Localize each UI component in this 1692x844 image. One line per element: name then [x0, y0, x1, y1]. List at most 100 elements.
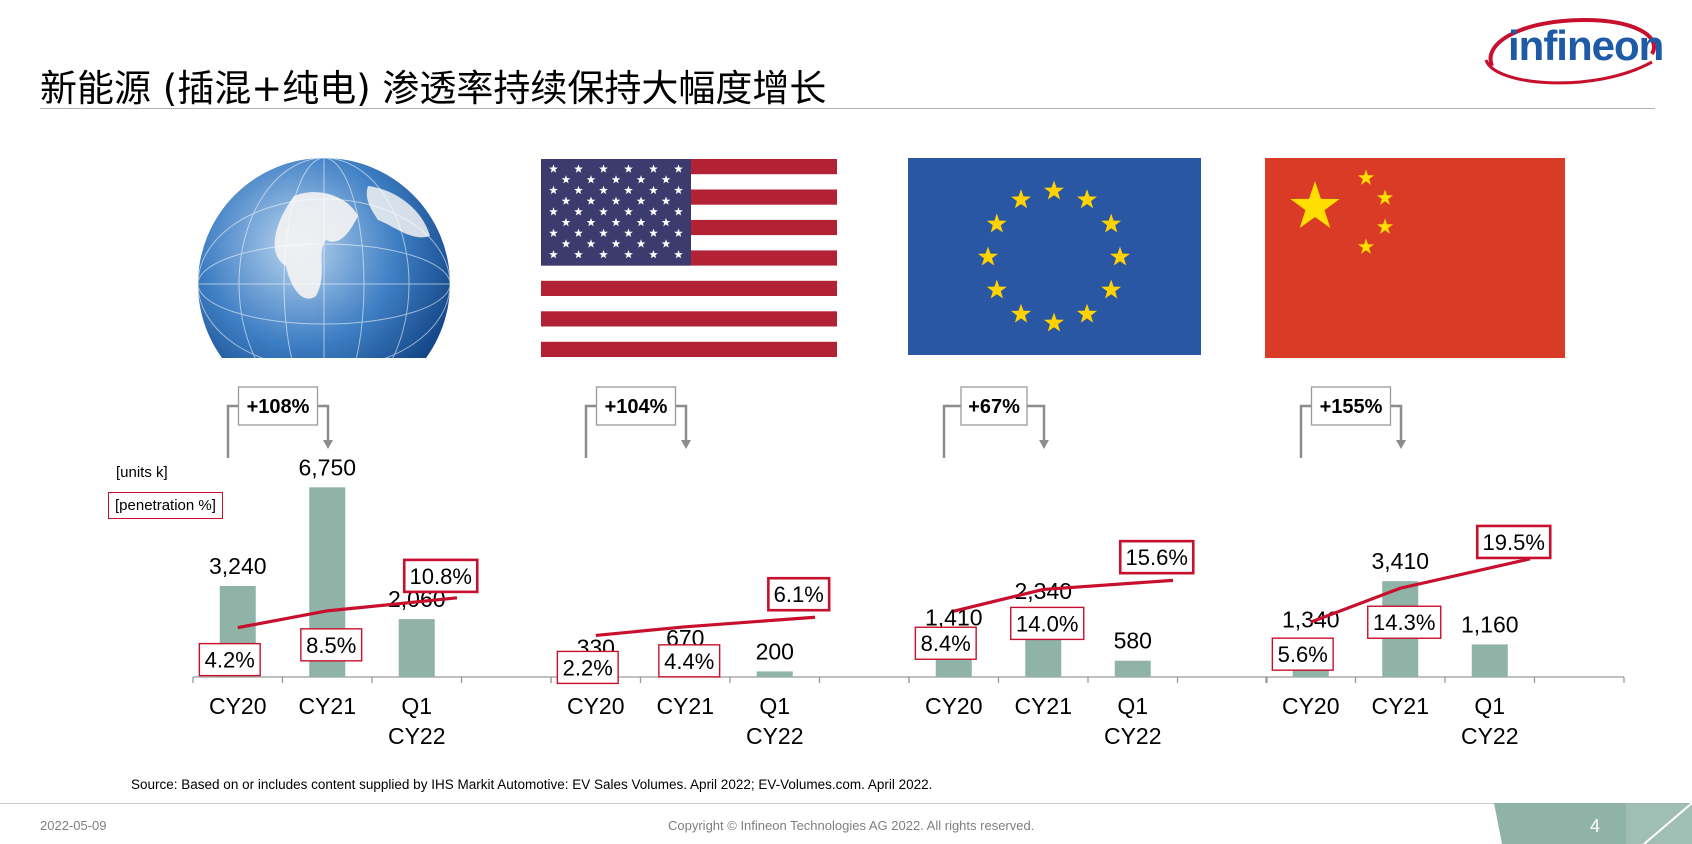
penetration-label-box	[1118, 539, 1195, 575]
usa-star-icon	[636, 217, 646, 227]
bar-value-label: 580	[1114, 628, 1152, 654]
usa-star-icon	[649, 185, 658, 195]
usa-star-icon	[549, 250, 558, 259]
usa-star-icon	[574, 250, 583, 259]
arrow-head-icon	[681, 440, 691, 449]
penetration-line	[953, 578, 1174, 613]
usa-star-icon	[586, 217, 596, 227]
arrow-head-icon	[1396, 440, 1406, 449]
category-label: CY21	[1014, 693, 1072, 719]
usa-star-icon	[586, 196, 596, 205]
usa-flag	[541, 159, 837, 357]
penetration-label-box	[1367, 605, 1442, 639]
usa-star-icon	[574, 228, 583, 237]
penetration-label-box	[767, 576, 831, 612]
growth-arrow: +104%	[584, 386, 691, 458]
china-small-star-icon	[1357, 169, 1375, 185]
bar-value-label: 3,240	[209, 553, 267, 579]
usa-star-icon	[624, 185, 633, 195]
usa-star-icon	[624, 228, 633, 237]
bar-value-label: 1,410	[925, 604, 983, 630]
usa-star-icon	[674, 164, 683, 173]
usa-star-icon	[624, 250, 633, 259]
category-label: CY22	[746, 723, 804, 749]
title-divider	[40, 108, 1655, 109]
usa-star-icon	[549, 185, 558, 195]
growth-label: +155%	[1320, 396, 1383, 418]
growth-label: +104%	[605, 396, 668, 418]
usa-star-icon	[586, 175, 596, 184]
growth-label-box	[237, 386, 319, 426]
usa-star-icon	[661, 239, 671, 248]
usa-star-icon	[661, 217, 671, 227]
bar-eu-flag-2	[1114, 660, 1151, 677]
usa-star-icon	[661, 196, 671, 205]
chart-group-eu-flag: 1,410 CY20 2,340 CY21 580 Q1 CY22 8.4% 14.0% 15.6…	[908, 386, 1268, 749]
eu-star-icon	[1101, 279, 1122, 299]
usa-star-icon	[561, 239, 571, 248]
chart-group-china-flag: 1,340 CY20 3,410 CY21 1,160 Q1 CY22 5.6% 14.3% 19…	[1265, 386, 1625, 749]
bar-value-label: 200	[756, 638, 794, 664]
bar-usa-flag-2	[756, 671, 793, 677]
usa-star-icon	[611, 196, 621, 205]
eu-star-icon	[1110, 246, 1130, 266]
usa-star-icon	[636, 175, 646, 184]
logo-swoosh-icon	[1484, 17, 1656, 85]
category-label: CY22	[1461, 723, 1519, 749]
usa-star-icon	[561, 196, 571, 205]
category-label: Q1	[401, 693, 432, 719]
china-small-star-icon	[1376, 189, 1394, 205]
category-label: Q1	[1117, 693, 1148, 719]
penetration-label-box	[914, 626, 977, 660]
bar-globe-2	[398, 619, 435, 677]
penetration-label: 14.0%	[1016, 611, 1078, 636]
penetration-label: 8.4%	[921, 631, 971, 656]
usa-star-icon	[549, 207, 558, 216]
eu-star-icon	[1077, 303, 1097, 323]
usa-star-icon	[661, 175, 671, 184]
penetration-label-box	[198, 642, 261, 677]
china-stars	[1290, 169, 1394, 254]
usa-star-icon	[674, 185, 683, 195]
penetration-legend: [penetration %]	[108, 492, 223, 519]
bar-value-label: 1,340	[1282, 606, 1340, 632]
bar-china-flag-2	[1471, 644, 1508, 677]
infineon-logo: infineon	[1484, 14, 1664, 90]
usa-star-icon	[586, 239, 596, 248]
eu-star-icon	[986, 213, 1007, 233]
eu-stars	[978, 180, 1130, 332]
eu-star-icon	[1011, 189, 1031, 209]
bar-value-label: 1,160	[1461, 611, 1519, 637]
usa-star-icon	[599, 185, 608, 195]
eu-star-icon	[1077, 189, 1097, 209]
usa-star-icon	[649, 228, 658, 237]
usa-star-icon	[561, 217, 571, 227]
usa-star-icon	[624, 164, 633, 173]
growth-arrow: +67%	[942, 386, 1049, 458]
usa-star-icon	[549, 164, 558, 173]
category-label: CY21	[1371, 693, 1429, 719]
usa-star-icon	[599, 207, 608, 216]
chart-group-globe: 3,240CY206,750CY212,060Q1CY224.2%8.5%10.…	[192, 386, 552, 749]
penetration-label-box	[556, 650, 619, 685]
penetration-label: 6.1%	[774, 582, 824, 607]
usa-star-icon	[649, 164, 658, 173]
usa-star-icon	[561, 175, 571, 184]
growth-label: +67%	[968, 396, 1020, 418]
usa-star-icon	[611, 217, 621, 227]
eu-star-icon	[1044, 180, 1064, 200]
arrow-head-icon	[323, 440, 333, 449]
footer-copyright: Copyright © Infineon Technologies AG 202…	[668, 818, 1035, 833]
penetration-label: 15.6%	[1126, 545, 1188, 570]
penetration-label-box	[1271, 637, 1334, 671]
penetration-label: 5.6%	[1278, 642, 1328, 667]
usa-star-icon	[599, 228, 608, 237]
category-label: CY20	[209, 693, 267, 719]
bar-value-label: 2,340	[1014, 578, 1072, 604]
china-small-star-icon	[1376, 218, 1394, 234]
penetration-line	[1310, 557, 1531, 624]
growth-arrow: +108%	[226, 386, 333, 458]
usa-star-icon	[549, 228, 558, 237]
penetration-label-box	[1010, 606, 1085, 641]
